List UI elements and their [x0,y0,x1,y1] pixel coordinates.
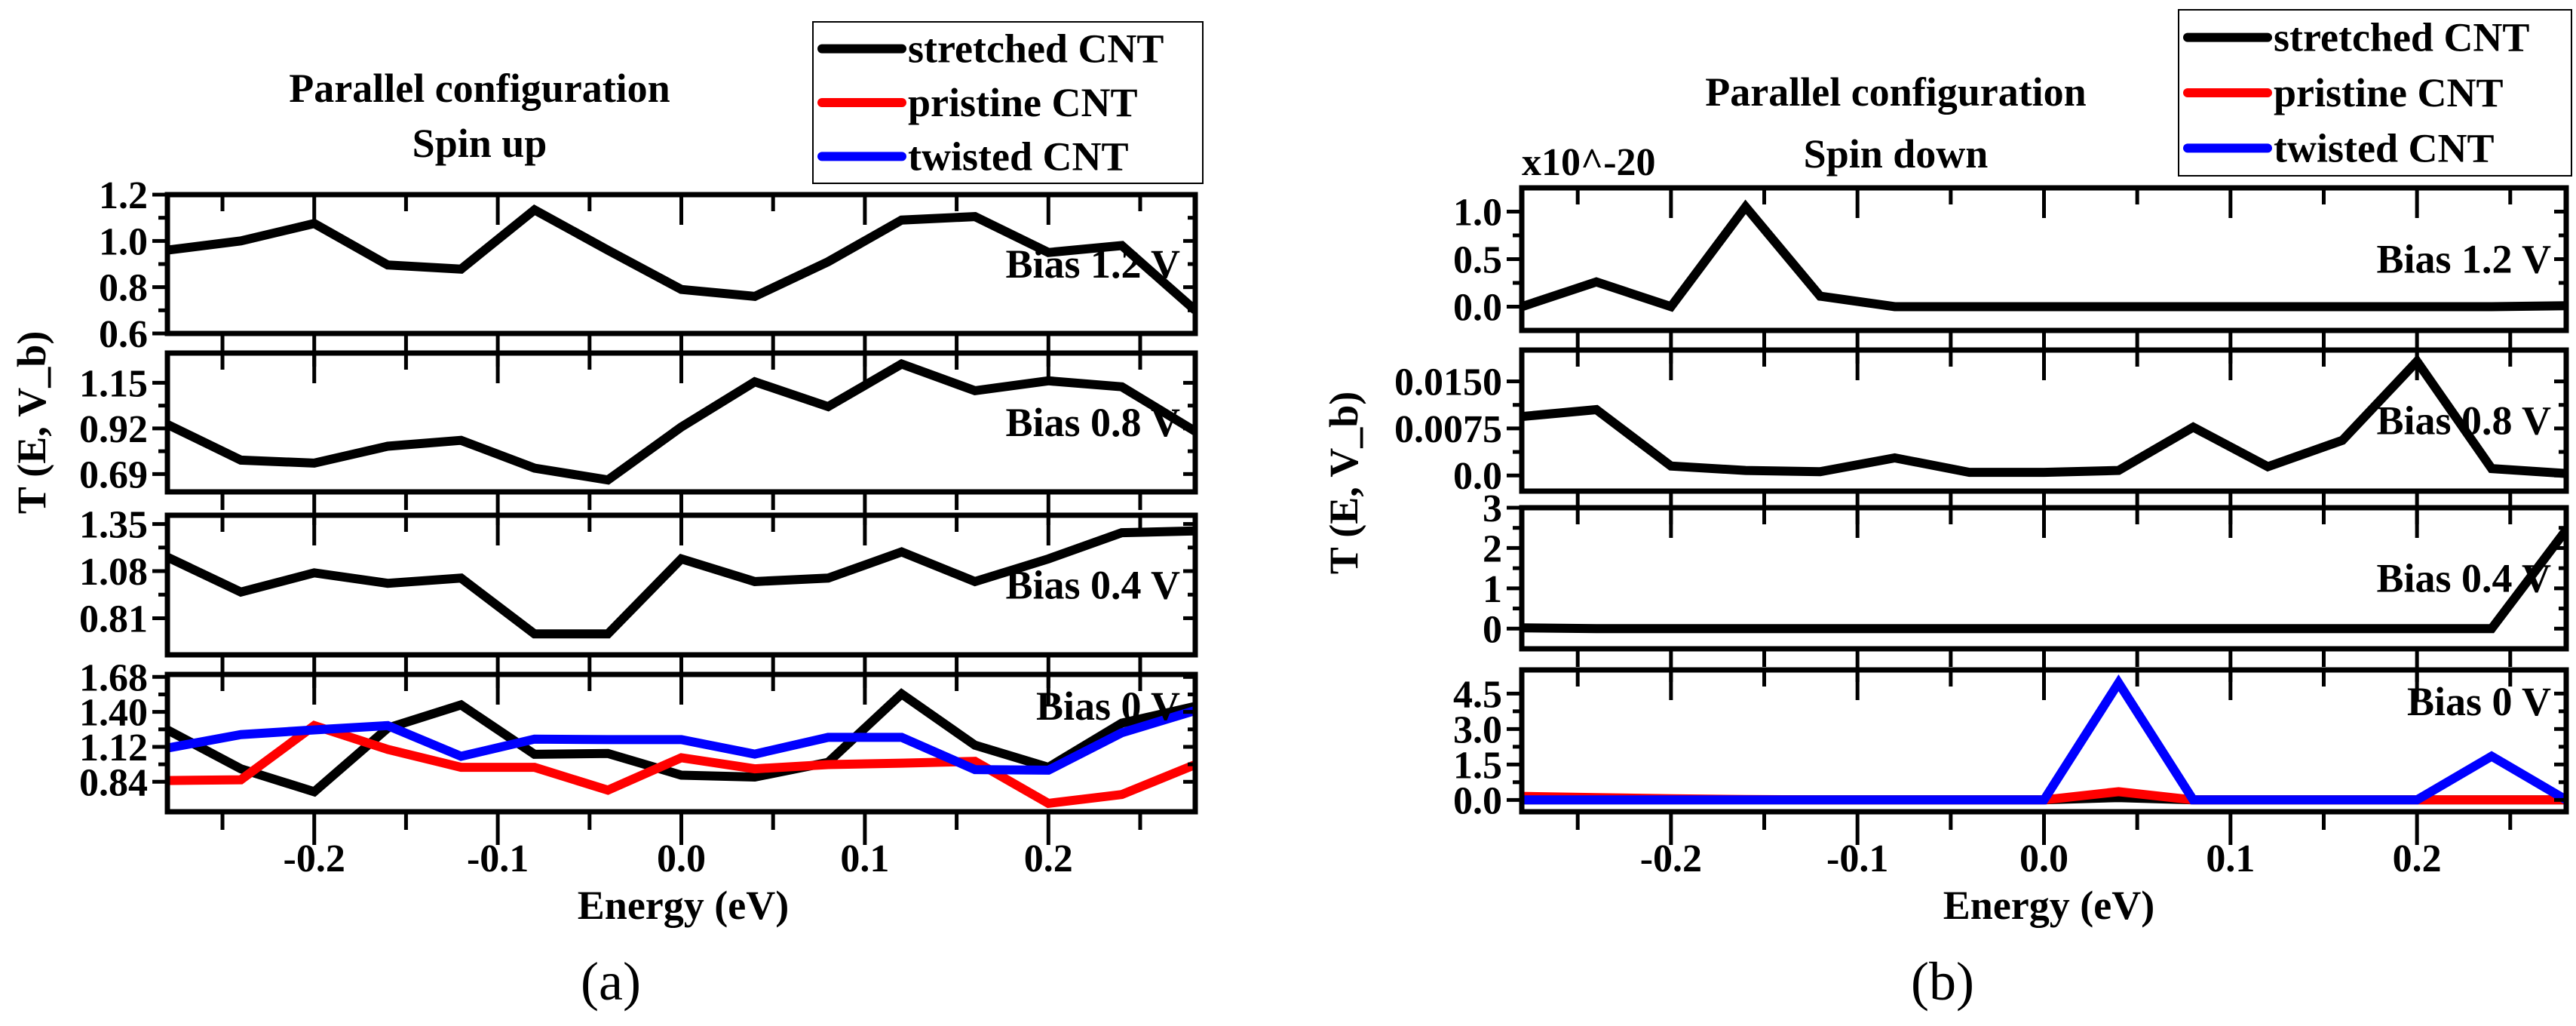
panel-b-spin-down: Parallel configuration Spin down (b) Ene… [1321,9,2572,1012]
series-line-stretched-cnt [1522,354,2566,478]
legend-label: twisted CNT [908,134,1129,179]
y-multiplier-label: x10^-20 [1522,141,1656,184]
y-tick-label: 0.6 [99,313,148,356]
legend-label: twisted CNT [2274,125,2495,170]
subplot-bias-1.2-v: 0.0 0.51.0 Bias 1.2 V [1453,185,2569,364]
bias-label: Bias 1.2 V [2376,237,2551,282]
y-tick-label: 0.0150 [1394,361,1502,404]
panel-a-spin-up: Parallel configuration Spin up (a) Energ… [9,21,1204,1012]
y-tick-label: 1.40 [79,692,148,735]
y-tick-label: 0.81 [79,597,148,640]
y-tick-label: 0.8 [99,267,148,310]
bias-label: Bias 0.8 V [2376,398,2551,444]
series-line-stretched-cnt [1522,199,2566,312]
title-line-2: Spin down [1804,131,1989,177]
title-line-1: Parallel configuration [289,66,670,111]
x-tick-label: 0.1 [2206,837,2255,880]
title-line-2: Spin up [412,121,547,166]
y-axis-label: T (E, V_b) [9,331,54,515]
bias-label: Bias 0 V [2407,679,2551,724]
x-tick-label: -0.2 [1640,837,1702,880]
series-line-stretched-cnt [167,204,1195,314]
series-line-stretched-cnt [167,688,1195,797]
series-line-stretched-cnt [167,526,1195,639]
y-tick-label: 2 [1483,527,1502,570]
y-tick-label: 0.0075 [1394,408,1502,451]
x-tick-label: -0.1 [467,837,529,880]
y-tick-label: 1.35 [79,504,148,547]
x-tick-label: 0.0 [2019,837,2068,880]
subplot-bias-0.4-v: 0.811.081.35 Bias 0.4 V [79,504,1198,688]
y-tick-label: 0.5 [1453,239,1502,282]
title-line-1: Parallel configuration [1705,69,2086,115]
y-tick-label: 1.12 [79,726,148,770]
y-tick-label: 3 [1483,487,1502,530]
bias-label: Bias 0.4 V [1005,563,1180,608]
x-tick-label: 0.1 [840,837,889,880]
subplot-bias-0-v: 0.01.53.04.5 Bias 0 V [1453,667,2569,845]
y-tick-label: 1.5 [1453,744,1502,787]
subplot-bias-0.8-v: 0.690.921.15 Bias 0.8 V [79,350,1198,525]
x-tick-label: 0.0 [657,837,706,880]
y-tick-label: 4.5 [1453,673,1502,716]
legend: stretched CNT pristine CNT twisted CNT [2178,9,2572,177]
y-tick-label: 0.0 [1453,455,1502,498]
series-line-stretched-cnt [167,358,1195,485]
legend-label: pristine CNT [908,80,1138,125]
subplot-bias-1.2-v: 0.60.81.01.2 Bias 1.2 V [99,174,1198,367]
legend-label: stretched CNT [2274,15,2529,60]
legend: stretched CNT pristine CNT twisted CNT [812,21,1204,184]
y-tick-label: 1.15 [79,362,148,405]
bias-label: Bias 0.8 V [1005,400,1180,445]
y-tick-label: 1.68 [79,656,148,699]
x-tick-label: -0.1 [1826,837,1888,880]
x-tick-label: -0.2 [284,837,345,880]
legend-label: stretched CNT [908,26,1164,72]
y-tick-label: 1 [1483,568,1502,611]
y-tick-label: 1.0 [99,220,148,263]
y-tick-label: 1.2 [99,174,148,217]
bias-label: Bias 1.2 V [1005,241,1180,287]
series-line-stretched-cnt [1522,527,2566,634]
series-line-pristine-cnt [167,720,1195,809]
y-tick-label: 0.0 [1453,287,1502,330]
y-tick-label: 0.69 [79,453,148,496]
legend-label: pristine CNT [2274,70,2504,115]
panel-caption: (b) [1911,951,1974,1012]
y-tick-label: 1.08 [79,551,148,594]
subplot-bias-0-v: 0.841.121.401.68 Bias 0 V [79,656,1198,845]
y-tick-label: 0.84 [79,761,148,804]
y-axis-label: T (E, V_b) [1321,392,1366,575]
x-tick-label: 0.2 [1024,837,1073,880]
panel-caption: (a) [581,951,641,1012]
x-axis-label: Energy (eV) [1943,883,2154,928]
y-tick-label: 0.92 [79,408,148,451]
x-tick-label: 0.2 [2393,837,2442,880]
x-axis-label: Energy (eV) [578,883,789,928]
y-tick-label: 0.0 [1453,779,1502,822]
bias-label: Bias 0.4 V [2376,556,2551,601]
y-tick-label: 0 [1483,608,1502,651]
bias-label: Bias 0 V [1036,683,1180,729]
y-tick-label: 3.0 [1453,708,1502,751]
series-line-twisted-cnt [1522,674,2566,805]
y-tick-label: 1.0 [1453,192,1502,235]
series-line-twisted-cnt [167,706,1195,775]
